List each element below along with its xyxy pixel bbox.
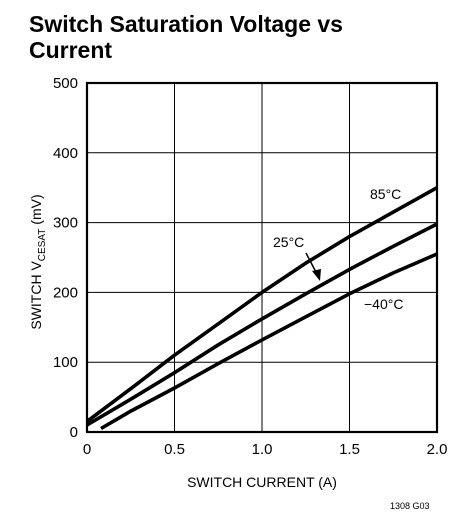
- y-tick-label: 400: [53, 145, 78, 162]
- y-tick-label: 200: [53, 284, 78, 301]
- x-tick-label: 0: [83, 441, 91, 458]
- x-tick-label: 1.0: [252, 441, 273, 458]
- y-tick-label: 500: [53, 75, 78, 92]
- label-neg40c: −40°C: [364, 296, 403, 312]
- chart-title-line-2: Current: [29, 37, 112, 63]
- x-tick-labels: 0 0.5 1.0 1.5 2.0: [83, 441, 448, 458]
- label-25c-arrowhead: [312, 269, 321, 281]
- chart-title-line-1: Switch Saturation Voltage vs: [29, 11, 343, 37]
- figure-id: 1308 G03: [390, 501, 430, 511]
- y-tick-labels: 0 100 200 300 400 500: [53, 75, 78, 441]
- y-axis-label-prefix: SWITCH V: [28, 261, 44, 330]
- y-axis-label: SWITCH VCESAT (mV): [28, 194, 48, 329]
- y-axis-label-subscript: CESAT: [37, 229, 48, 262]
- x-axis-label: SWITCH CURRENT (A): [187, 474, 337, 490]
- label-25c: 25°C: [273, 234, 304, 250]
- series-line-2: [101, 254, 437, 429]
- x-tick-label: 1.5: [339, 441, 360, 458]
- x-tick-label: 0.5: [164, 441, 185, 458]
- y-axis-label-suffix: (mV): [28, 194, 44, 228]
- y-tick-label: 0: [70, 424, 78, 441]
- grid-lines: [87, 83, 437, 432]
- y-tick-label: 300: [53, 215, 78, 232]
- label-85c: 85°C: [370, 186, 401, 202]
- x-tick-label: 2.0: [427, 441, 448, 458]
- y-tick-label: 100: [53, 354, 78, 371]
